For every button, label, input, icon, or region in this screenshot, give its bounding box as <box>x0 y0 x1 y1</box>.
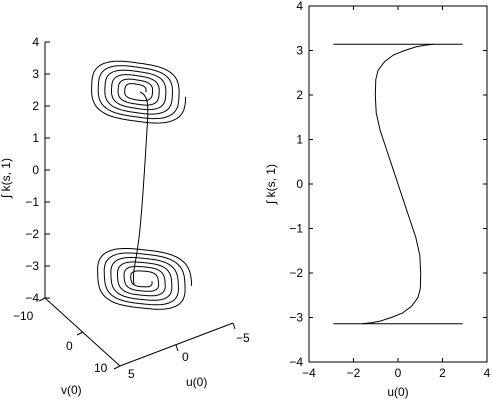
connecting-curve <box>133 91 149 286</box>
upper-spiral <box>91 60 187 124</box>
plot-2d-lines <box>333 43 463 325</box>
u-tick-label: 0 <box>182 350 189 364</box>
v-tick-label: −10 <box>13 309 34 323</box>
u-ticks: 5 0 −5 <box>128 322 250 381</box>
x-tick-label: 0 <box>395 366 402 380</box>
y-tick-label: 3 <box>296 44 303 58</box>
base-axes <box>44 297 234 367</box>
y-tick-label: 4 <box>296 0 303 13</box>
corner-tick-label: 5 <box>128 367 135 381</box>
v-axis-label: v(0) <box>61 383 82 397</box>
x-axis-label: u(0) <box>387 385 408 399</box>
y-tick-label: −1 <box>289 222 303 236</box>
z-tick-label: 4 <box>32 35 39 49</box>
trajectory-3d <box>91 60 193 310</box>
z-axis-label: ∫ k(s, 1) <box>0 158 13 199</box>
y-tick-label: −3 <box>289 311 303 325</box>
plot-2d: −4 −2 0 2 4 4 3 2 1 0 −1 −2 −3 −4 u(0) ∫ k(s, 1) <box>264 0 491 399</box>
y-tick-label: −4 <box>289 355 303 369</box>
z-tick-label: −1 <box>25 195 39 209</box>
y-axis-label: ∫ k(s, 1) <box>264 164 278 205</box>
v-tick-label: 0 <box>66 339 73 353</box>
z-tick-label: −4 <box>25 291 39 305</box>
z-tick-label: 3 <box>32 67 39 81</box>
x-tick-label: −4 <box>302 366 316 380</box>
y-tick-label: 1 <box>296 133 303 147</box>
y-tick-label: −2 <box>289 266 303 280</box>
y-tick-label: 2 <box>296 88 303 102</box>
z-tick-label: 2 <box>32 99 39 113</box>
u-axis-label: u(0) <box>186 375 207 389</box>
v-tick-label: 10 <box>94 361 108 375</box>
u-tick-label: −5 <box>236 331 250 345</box>
z-tick-label: 1 <box>32 131 39 145</box>
z-tick-label: −2 <box>25 227 39 241</box>
x-tick-label: 2 <box>439 366 446 380</box>
x-tick-label: −2 <box>347 366 361 380</box>
lower-spiral <box>97 248 193 310</box>
z-tick-label: −3 <box>25 259 39 273</box>
x-tick-label: 4 <box>484 366 491 380</box>
y-tick-label: 0 <box>296 177 303 191</box>
plot-2d-ticks: −4 −2 0 2 4 4 3 2 1 0 −1 −2 −3 −4 <box>289 0 490 380</box>
series-line-0 <box>362 43 434 325</box>
v-ticks: −10 0 10 <box>13 297 121 375</box>
z-tick-label: 0 <box>32 163 39 177</box>
z-tick-labels: 4 3 2 1 0 −1 −2 −3 −4 <box>25 35 50 305</box>
